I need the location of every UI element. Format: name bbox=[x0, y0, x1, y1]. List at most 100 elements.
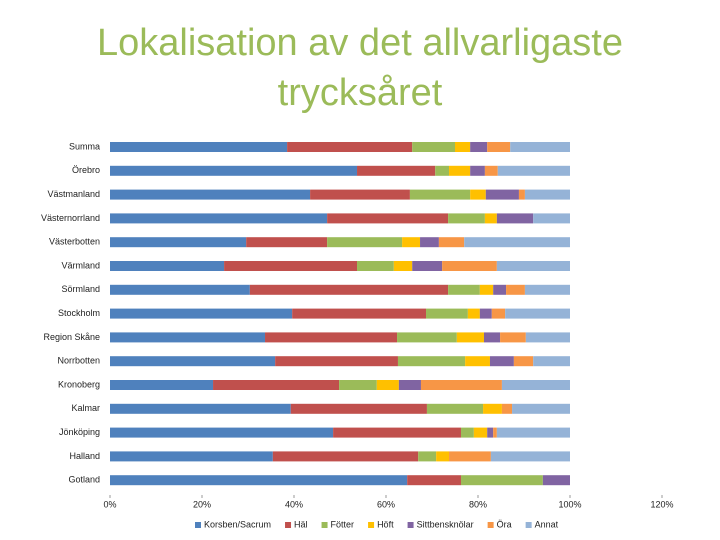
bar-segment bbox=[524, 284, 570, 295]
x-tick-label: 100% bbox=[558, 499, 581, 509]
bar-segment bbox=[464, 237, 570, 248]
bar-segment bbox=[420, 237, 439, 248]
bar-segment bbox=[470, 165, 485, 176]
y-tick-label: Västernorrland bbox=[41, 213, 100, 223]
bar-segment bbox=[290, 403, 427, 414]
bar-segment bbox=[496, 427, 570, 438]
bar-segment bbox=[473, 427, 488, 438]
bar-segment bbox=[484, 165, 498, 176]
bar-segment bbox=[110, 237, 247, 248]
bar-segment bbox=[533, 356, 570, 367]
bar-segment bbox=[110, 142, 288, 152]
y-tick-label: Jönköping bbox=[59, 427, 100, 437]
bar-segment bbox=[418, 451, 437, 462]
bar-segment bbox=[510, 142, 570, 152]
y-tick-label: Västmanland bbox=[47, 189, 100, 199]
bar-segment bbox=[491, 308, 506, 319]
bar-segment bbox=[436, 451, 450, 462]
bar-segment bbox=[470, 189, 486, 200]
bar-segment bbox=[110, 189, 311, 200]
bar-segment bbox=[426, 308, 468, 319]
y-tick-label: Summa bbox=[69, 141, 100, 151]
bar-segment bbox=[449, 165, 471, 176]
bar-segment bbox=[479, 284, 494, 295]
legend-swatch bbox=[487, 522, 494, 528]
y-tick-label: Halland bbox=[69, 451, 100, 461]
bar-segment bbox=[484, 213, 497, 224]
legend-label: Öra bbox=[497, 519, 512, 529]
bar-segment bbox=[512, 403, 570, 414]
bar-segment bbox=[246, 237, 328, 248]
y-tick-label: Västerbotten bbox=[49, 237, 100, 247]
y-tick-label: Kronoberg bbox=[58, 379, 100, 389]
legend-label: Korsben/Sacrum bbox=[204, 519, 271, 529]
bar-segment bbox=[393, 261, 413, 271]
bar-segment bbox=[272, 451, 419, 462]
bar-segment bbox=[265, 332, 398, 343]
x-tick-label: 80% bbox=[469, 499, 487, 509]
bar-segment bbox=[442, 261, 497, 271]
bar-segment bbox=[275, 356, 398, 367]
bar-segment bbox=[500, 332, 526, 343]
x-tick-label: 20% bbox=[193, 499, 211, 509]
y-tick-label: Norrbotten bbox=[57, 356, 100, 366]
bar-segment bbox=[110, 165, 358, 176]
x-tick-label: 0% bbox=[103, 499, 116, 509]
y-tick-label: Region Skåne bbox=[43, 332, 100, 342]
y-tick-label: Värmland bbox=[61, 260, 100, 270]
x-tick-label: 120% bbox=[650, 499, 673, 509]
bar-segment bbox=[448, 213, 485, 224]
bar-segment bbox=[501, 403, 513, 414]
chart-title: Lokalisation av det allvarligaste trycks… bbox=[97, 22, 623, 114]
bar-segment bbox=[448, 284, 480, 295]
legend-swatch bbox=[321, 522, 328, 528]
bar-segment bbox=[487, 142, 511, 152]
bar-segment bbox=[483, 403, 502, 414]
bar-segment bbox=[467, 308, 480, 319]
bar-segment bbox=[483, 332, 501, 343]
bar-segment bbox=[489, 356, 514, 367]
bar-segment bbox=[110, 284, 250, 295]
bar-segment bbox=[357, 261, 394, 271]
bar-segment bbox=[110, 427, 334, 438]
bar-segment bbox=[412, 261, 443, 271]
legend-label: Höft bbox=[377, 519, 394, 529]
bar-segment bbox=[397, 356, 466, 367]
bar-segment bbox=[412, 142, 455, 152]
bar-segment bbox=[327, 213, 449, 224]
bar-segment bbox=[292, 308, 427, 319]
bar-segment bbox=[470, 142, 488, 152]
bar-segment bbox=[490, 451, 570, 462]
bar-segment bbox=[357, 165, 436, 176]
bar-segment bbox=[501, 380, 570, 390]
bar-segment bbox=[110, 380, 214, 390]
y-tick-label: Gotland bbox=[68, 475, 100, 485]
legend-swatch bbox=[285, 522, 292, 528]
bar-segment bbox=[426, 403, 484, 414]
bar-segment bbox=[518, 189, 525, 200]
bar-segment bbox=[449, 451, 491, 462]
bar-segment bbox=[525, 332, 570, 343]
y-tick-label: Sörmland bbox=[61, 284, 100, 294]
bar-segment bbox=[397, 332, 457, 343]
bar-segment bbox=[110, 308, 293, 319]
bar-segment bbox=[110, 356, 276, 367]
y-tick-label: Örebro bbox=[72, 165, 100, 175]
bar-segment bbox=[333, 427, 461, 438]
bar-segment bbox=[460, 427, 474, 438]
bar-segment bbox=[287, 142, 413, 152]
bar-segment bbox=[505, 308, 570, 319]
bar-segment bbox=[420, 380, 502, 390]
bar-segment bbox=[110, 451, 273, 462]
legend-label: Sittbensknölar bbox=[417, 519, 474, 529]
bar-segment bbox=[110, 403, 291, 414]
x-tick-label: 60% bbox=[377, 499, 395, 509]
bar-segment bbox=[513, 356, 534, 367]
legend-swatch bbox=[195, 522, 201, 528]
legend-swatch bbox=[368, 522, 375, 528]
y-tick-label: Stockholm bbox=[58, 308, 100, 318]
bar-segment bbox=[409, 189, 471, 200]
bar-segment bbox=[407, 475, 461, 486]
